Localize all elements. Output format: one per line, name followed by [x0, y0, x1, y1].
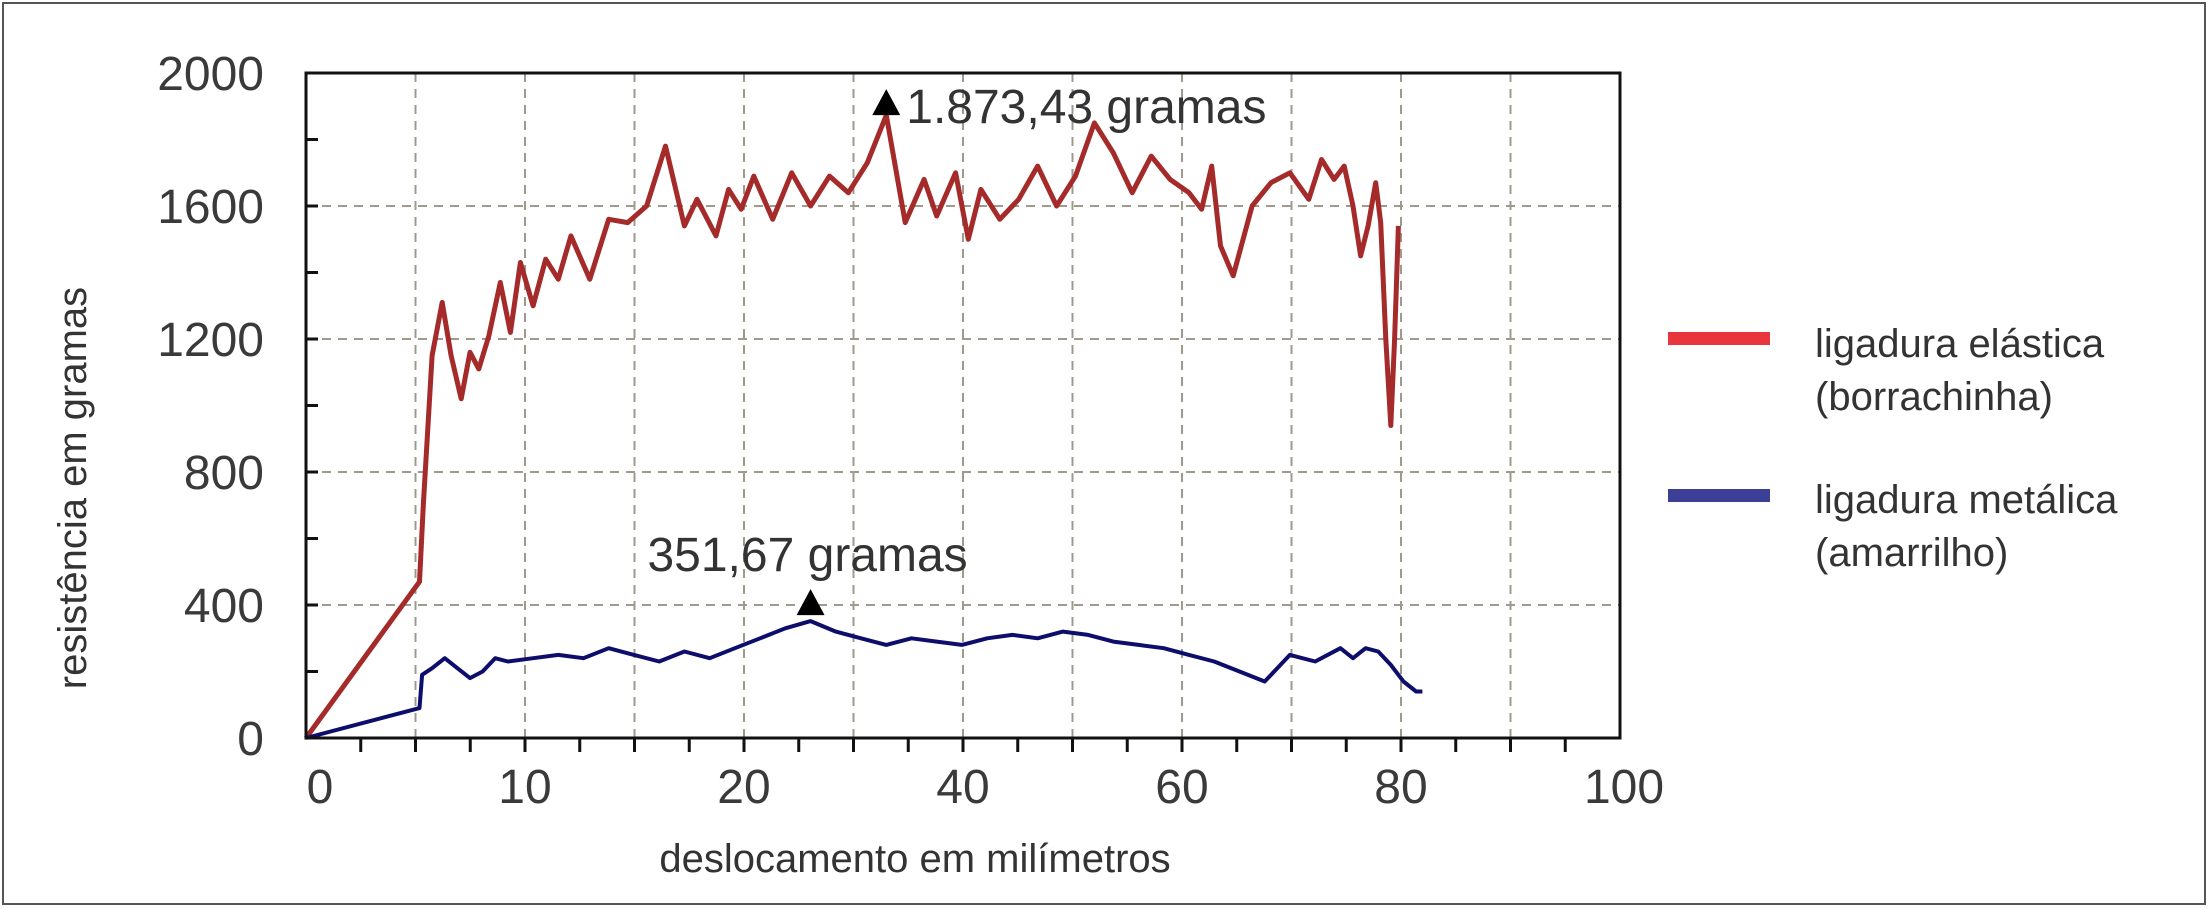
y-tick-label: 1600	[157, 181, 264, 234]
series-layer	[303, 112, 1423, 740]
legend-label-metallic-line2: (amarrilho)	[1815, 531, 2008, 575]
x-axis-title: deslocamento em milímetros	[659, 837, 1170, 881]
x-tick-label: 80	[1374, 761, 1427, 814]
peak-marker-elastic	[872, 89, 901, 116]
legend-label-metallic-line1: ligadura metálica	[1815, 478, 2118, 522]
legend: ligadura elástica (borrachinha) ligadura…	[1668, 322, 2118, 575]
legend-item-elastic: ligadura elástica (borrachinha)	[1668, 322, 2105, 419]
grid	[306, 73, 1620, 738]
x-axis-tick-labels: 0 10 20 40 60 80 100	[307, 761, 1664, 814]
peak-marker-metallic	[796, 589, 825, 616]
legend-swatch-metallic	[1668, 489, 1770, 502]
legend-label-elastic-line2: (borrachinha)	[1815, 375, 2053, 419]
series-line-elastic	[303, 112, 1401, 740]
legend-item-metallic: ligadura metálica (amarrilho)	[1668, 478, 2118, 575]
x-tick-label: 100	[1584, 761, 1664, 814]
x-tick-label: 20	[717, 761, 770, 814]
peak-label-elastic: 1.873,43 gramas	[906, 81, 1266, 134]
legend-swatch-elastic	[1668, 332, 1770, 345]
y-tick-label: 2000	[157, 48, 264, 101]
legend-label-elastic-line1: ligadura elástica	[1815, 322, 2105, 366]
y-tick-label: 1200	[157, 314, 264, 367]
peak-label-metallic: 351,67 gramas	[647, 529, 967, 582]
peak-annotations: 1.873,43 gramas 351,67 gramas	[647, 81, 1266, 616]
y-axis-tick-labels: 0 400 800 1200 1600 2000	[157, 48, 264, 766]
y-tick-label: 0	[237, 713, 264, 766]
y-tick-label: 800	[184, 447, 264, 500]
y-tick-label: 400	[184, 580, 264, 633]
x-tick-label: 60	[1155, 761, 1208, 814]
y-axis-title: resistência em gramas	[51, 287, 95, 689]
x-tick-label: 40	[936, 761, 989, 814]
series-line-metallic	[305, 619, 1423, 740]
x-tick-label: 0	[307, 761, 334, 814]
x-tick-label: 10	[498, 761, 551, 814]
plot-area-border	[304, 71, 1622, 740]
minor-tick-marks	[305, 138, 1567, 752]
